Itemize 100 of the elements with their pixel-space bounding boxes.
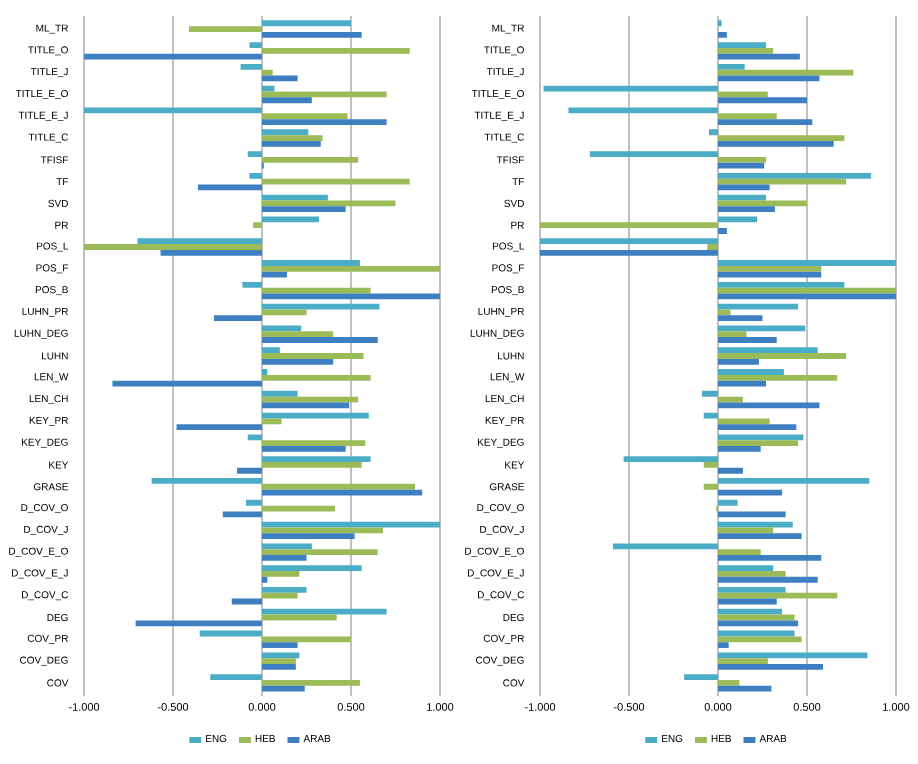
bar — [262, 178, 410, 185]
bar — [262, 97, 312, 104]
bar — [222, 511, 262, 518]
bar — [718, 287, 896, 294]
bar — [703, 483, 718, 490]
bar — [249, 42, 262, 48]
bar — [718, 446, 761, 452]
bar — [718, 620, 799, 627]
bar — [718, 664, 824, 670]
bar — [262, 533, 355, 540]
bar — [262, 85, 275, 92]
bar — [718, 42, 767, 48]
bar — [262, 608, 387, 615]
bar — [262, 456, 371, 463]
bar — [718, 315, 763, 322]
bar — [718, 113, 777, 120]
bar — [262, 527, 384, 534]
bar — [262, 287, 371, 294]
bar — [718, 156, 767, 163]
bar — [718, 418, 770, 425]
bar — [718, 69, 854, 76]
bar — [262, 325, 302, 332]
bar — [253, 222, 262, 229]
bar — [718, 642, 729, 649]
bar — [718, 53, 800, 60]
bar — [718, 271, 822, 278]
bar — [262, 331, 334, 338]
bar — [718, 228, 727, 234]
bar — [176, 424, 262, 431]
bar — [718, 347, 818, 354]
bar — [84, 244, 262, 250]
bar — [262, 20, 352, 27]
bar — [718, 337, 777, 343]
bar — [718, 658, 768, 665]
bar — [262, 129, 309, 136]
bar — [237, 467, 262, 474]
bar — [249, 172, 262, 179]
bar — [718, 206, 775, 213]
bar — [718, 527, 774, 534]
bar — [262, 265, 440, 272]
bar — [242, 281, 262, 288]
bar — [718, 119, 813, 125]
bar — [718, 47, 774, 54]
bar — [262, 156, 359, 163]
bar — [718, 533, 802, 540]
bar — [718, 440, 799, 447]
bar — [262, 587, 307, 593]
bar — [718, 592, 838, 599]
bar — [262, 658, 296, 665]
bar — [213, 315, 262, 322]
bar — [262, 119, 387, 125]
bar — [718, 172, 872, 179]
bar — [135, 620, 262, 627]
bar — [262, 47, 410, 54]
bar — [262, 260, 360, 266]
bar — [262, 418, 282, 425]
bar — [718, 358, 759, 365]
bar — [262, 194, 328, 201]
bar — [262, 353, 364, 359]
bar — [718, 162, 765, 169]
bar — [262, 652, 300, 659]
bar — [718, 499, 738, 506]
bar — [189, 26, 262, 32]
bar — [718, 265, 822, 272]
bar — [245, 499, 262, 506]
bar — [262, 636, 352, 643]
bar — [718, 549, 761, 556]
bar — [262, 483, 416, 490]
bar — [151, 478, 262, 484]
bar — [718, 478, 870, 484]
bar — [262, 337, 378, 343]
bar — [262, 571, 300, 577]
bar — [262, 576, 268, 583]
bar — [210, 674, 262, 680]
bar — [701, 390, 718, 397]
bar — [718, 555, 822, 561]
bar — [262, 206, 346, 213]
bar — [718, 680, 740, 686]
bar — [684, 674, 718, 680]
bar — [718, 608, 783, 615]
bar — [718, 369, 784, 375]
bar — [612, 543, 718, 550]
bar — [262, 462, 362, 468]
bar — [718, 325, 806, 332]
bar — [262, 549, 378, 556]
bar — [262, 565, 362, 572]
bar — [718, 587, 786, 593]
bar — [718, 140, 834, 147]
bar — [539, 249, 718, 256]
bar — [262, 592, 298, 599]
bar — [718, 97, 807, 104]
bar — [718, 576, 818, 583]
bar — [718, 374, 838, 381]
bar — [718, 652, 868, 659]
bar — [718, 434, 804, 441]
bar — [262, 113, 348, 120]
bar — [718, 63, 745, 70]
bar — [262, 642, 298, 649]
bar — [262, 402, 350, 409]
bar — [718, 31, 727, 38]
